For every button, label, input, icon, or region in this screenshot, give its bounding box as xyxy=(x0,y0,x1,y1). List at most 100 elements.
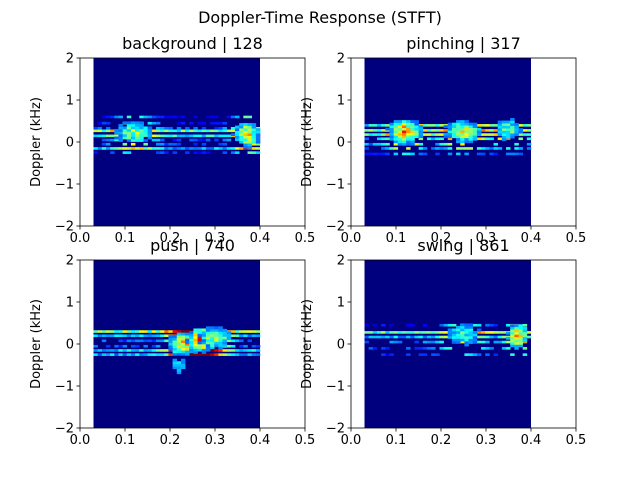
spectrogram-cell xyxy=(118,131,123,135)
spectrogram-cell xyxy=(472,330,478,334)
spectrogram-cell xyxy=(251,349,257,352)
spectrogram-cell xyxy=(247,330,252,333)
spectrogram-cell xyxy=(176,330,182,333)
y-tick-label: 1 xyxy=(337,296,345,311)
spectrogram-cell xyxy=(118,136,123,140)
spectrogram-cell xyxy=(130,121,136,125)
spectrogram-cell xyxy=(435,129,440,132)
spectrogram-cell xyxy=(410,135,415,139)
spectrogram-cell xyxy=(456,338,461,342)
spectrogram-cell xyxy=(397,127,403,131)
spectrogram-cell xyxy=(151,349,157,352)
spectrogram-cell xyxy=(251,138,257,142)
spectrogram-cell xyxy=(210,328,215,332)
spectrogram-cell xyxy=(168,147,173,150)
spectrogram-cell xyxy=(410,132,415,136)
spectrogram-cell xyxy=(143,339,148,343)
spectrogram-cell xyxy=(164,151,169,154)
spectrogram-cell xyxy=(180,134,186,138)
spectrogram-cell xyxy=(414,130,419,134)
spectrogram-cell xyxy=(205,338,211,342)
spectrogram-cell xyxy=(185,129,190,133)
spectrogram-cell xyxy=(155,115,161,119)
spectrogram-cell xyxy=(410,335,415,339)
spectrogram-cell xyxy=(376,142,382,146)
spectrogram-cell xyxy=(222,331,227,335)
spectrogram-cell xyxy=(514,128,519,131)
spectrogram-cell xyxy=(114,147,119,150)
spectrogram-cell xyxy=(239,344,244,348)
spectrogram-cell xyxy=(214,326,219,330)
spectrogram-cell xyxy=(497,125,503,129)
spectrogram-cell xyxy=(155,353,161,356)
spectrogram-cell xyxy=(105,126,111,130)
spectrogram-cell xyxy=(168,342,173,346)
spectrogram-cell xyxy=(385,152,390,156)
spectrogram-cell xyxy=(506,336,511,340)
spectrogram-cell xyxy=(435,331,440,334)
spectrogram-cell xyxy=(147,334,153,338)
spectrogram-cell xyxy=(139,128,144,132)
spectrogram-cell xyxy=(143,147,148,150)
spectrogram-cell xyxy=(235,147,240,150)
spectrogram-cell xyxy=(210,338,215,342)
spectrogram-cell xyxy=(235,125,240,129)
x-tick-label: 0.3 xyxy=(205,231,226,246)
spectrogram-cell xyxy=(118,334,123,338)
spectrogram-cell xyxy=(456,330,461,334)
spectrogram-cell xyxy=(401,122,407,126)
spectrogram-cell xyxy=(418,130,424,134)
y-tick-label: 1 xyxy=(337,94,345,109)
spectrogram-cell xyxy=(180,121,186,125)
spectrogram-cell xyxy=(122,128,128,132)
spectrogram-cell xyxy=(193,142,198,146)
spectrogram-cell xyxy=(476,152,482,156)
spectrogram-cell xyxy=(476,147,482,150)
spectrogram-cell xyxy=(176,335,182,338)
spectrogram-cell xyxy=(135,330,140,333)
spectrogram-cell xyxy=(464,127,469,131)
spectrogram-cell xyxy=(247,143,252,147)
spectrogram-cell xyxy=(160,134,165,138)
spectrogram-cell xyxy=(426,133,432,136)
spectrogram-cell xyxy=(176,350,182,354)
spectrogram-cell xyxy=(101,147,107,150)
spectrogram-cell xyxy=(176,129,182,133)
spectrogram-cell xyxy=(135,344,140,348)
y-tick-label: 0 xyxy=(337,136,345,151)
spectrogram-cell xyxy=(176,115,182,119)
spectrogram-cell xyxy=(172,352,178,356)
spectrogram-cell xyxy=(210,344,215,347)
spectrogram-cell xyxy=(518,331,523,335)
spectrogram-cell xyxy=(110,129,115,133)
spectrogram-cell xyxy=(193,151,198,154)
spectrogram-cell xyxy=(193,348,198,352)
spectrogram-cell xyxy=(381,152,386,156)
spectrogram-cell xyxy=(172,366,178,370)
spectrogram-cell xyxy=(201,147,207,150)
spectrogram-cell xyxy=(485,335,490,339)
spectrogram-cell xyxy=(185,342,190,346)
spectrogram-cell xyxy=(414,125,419,129)
spectrogram-cell xyxy=(214,341,219,345)
x-tick-label: 0.5 xyxy=(295,231,316,246)
spectrogram-cell xyxy=(255,130,261,134)
spectrogram-cell xyxy=(139,123,144,127)
spectrogram-cell xyxy=(393,132,399,136)
spectrogram-cell xyxy=(510,331,515,335)
spectrogram-cell xyxy=(497,130,503,134)
spectrogram-cell xyxy=(406,135,411,139)
spectrogram-cell xyxy=(518,137,523,141)
spectrogram-cell xyxy=(205,346,211,350)
spectrogram-cell xyxy=(468,130,474,134)
spectrogram-cell xyxy=(364,124,369,127)
spectrogram-cell xyxy=(101,334,107,338)
spectrogram-cell xyxy=(126,123,132,127)
spectrogram-cell xyxy=(105,334,111,338)
spectrogram-cell xyxy=(255,140,261,144)
spectrogram-cell xyxy=(493,323,498,327)
spectrogram-cell xyxy=(451,132,457,136)
spectrogram-cell xyxy=(460,125,465,129)
y-tick-label: −2 xyxy=(55,422,74,437)
spectrogram-cell xyxy=(364,335,369,339)
